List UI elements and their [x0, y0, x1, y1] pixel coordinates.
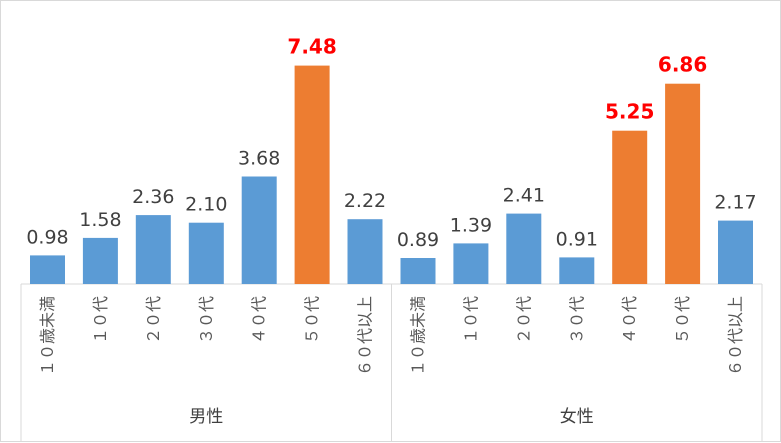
bar: [347, 219, 383, 284]
bar-value-label: 7.48: [287, 35, 336, 59]
bar-value-label: 0.98: [26, 226, 68, 248]
group-label: 女性: [560, 407, 594, 427]
bar: [453, 243, 489, 284]
category-tick-label: ３０代: [567, 296, 586, 344]
bar-value-label: 3.68: [238, 148, 280, 170]
category-tick-label: ２０代: [514, 296, 533, 344]
category-tick-label: ４０代: [250, 296, 269, 344]
bar-value-label: 1.58: [79, 209, 121, 231]
bar-value-label: 0.91: [556, 228, 598, 250]
bar-value-label: 2.22: [344, 190, 386, 212]
bar: [506, 213, 542, 284]
bar-value-label: 2.17: [714, 192, 756, 214]
category-tick-label: ４０代: [620, 296, 639, 344]
category-tick-label: １０代: [91, 296, 110, 344]
bar: [30, 255, 65, 284]
bar-value-label: 1.39: [450, 214, 492, 236]
bar: [135, 215, 171, 284]
bar-value-label: 2.36: [132, 186, 174, 208]
bar: [400, 258, 436, 284]
category-tick-label: １０歳未満: [409, 296, 428, 376]
bar: [241, 176, 277, 284]
category-tick-label: ６０代以上: [726, 296, 745, 376]
category-tick-label: １０代: [461, 296, 480, 344]
group-label: 男性: [189, 407, 223, 427]
bar: [188, 222, 224, 284]
category-tick-label: ３０代: [197, 296, 216, 344]
bar: [612, 130, 648, 284]
bar: [294, 65, 330, 284]
bar-value-label: 2.41: [503, 185, 545, 207]
category-tick-label: １０歳未満: [38, 296, 57, 376]
bar-value-label: 6.86: [658, 53, 707, 77]
bar-value-label: 2.10: [185, 194, 227, 216]
bar: [718, 220, 753, 284]
category-tick-label: ６０代以上: [356, 296, 375, 376]
bar: [665, 83, 701, 284]
bar: [82, 237, 118, 284]
category-tick-label: ２０代: [144, 296, 163, 344]
bar-value-label: 0.89: [397, 229, 439, 251]
category-tick-label: ５０代: [303, 296, 322, 344]
bar-value-label: 5.25: [605, 100, 654, 124]
category-tick-label: ５０代: [673, 296, 692, 344]
bar: [559, 257, 595, 284]
